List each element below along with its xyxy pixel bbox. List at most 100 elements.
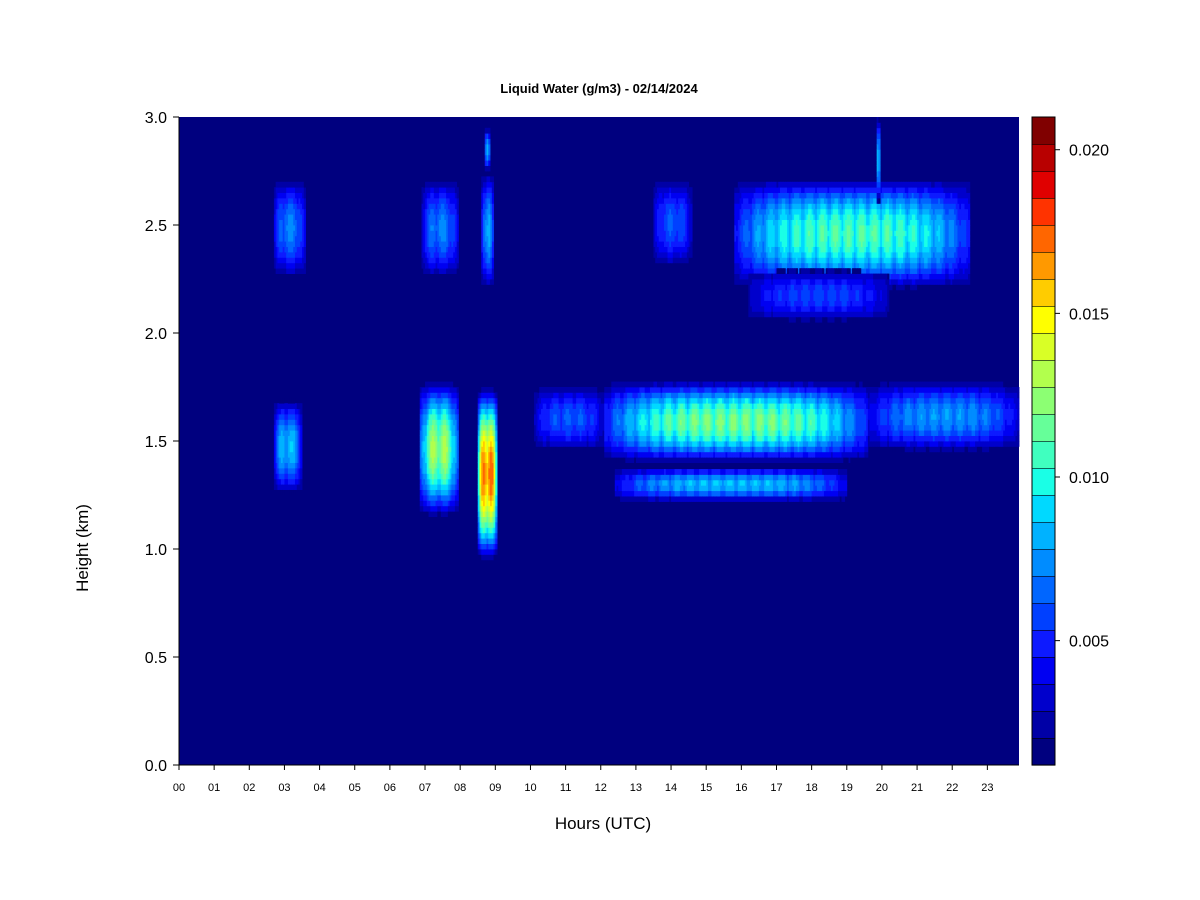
heatmap-cell [966, 208, 969, 215]
heatmap-cell [862, 257, 865, 264]
heatmap-cell [829, 268, 832, 274]
heatmap-cell [804, 257, 807, 264]
heatmap-cell [302, 187, 305, 193]
heatmap-cell [792, 241, 795, 247]
heatmap-cell [797, 241, 800, 247]
heatmap-cell [829, 187, 832, 193]
heatmap-cell [760, 187, 763, 193]
heatmap-cell [811, 246, 814, 253]
heatmap-cell [426, 381, 429, 388]
heatmap-cell [286, 468, 289, 474]
heatmap-cell [839, 225, 842, 231]
heatmap-cell [286, 262, 289, 269]
heatmap-cell [293, 187, 296, 193]
heatmap-cell [846, 214, 849, 220]
heatmap-cell [433, 414, 436, 420]
heatmap-cell [736, 257, 739, 264]
heatmap-cell [845, 192, 848, 199]
heatmap-cell [834, 246, 837, 253]
heatmap-cell [743, 187, 746, 193]
heatmap-cell [857, 246, 860, 253]
heatmap-cell [433, 403, 436, 409]
heatmap-cell [790, 187, 793, 193]
heatmap-cell [922, 198, 925, 204]
heatmap-cell [764, 181, 767, 188]
heatmap-cell [788, 306, 791, 312]
heatmap-cell [679, 214, 682, 220]
heatmap-cell [809, 306, 813, 312]
heatmap-cell [880, 246, 883, 253]
heatmap-cell [860, 181, 863, 188]
heatmap-cell [841, 241, 844, 247]
heatmap-cell [690, 203, 693, 210]
heatmap-cell [806, 246, 809, 253]
heatmap-cell [423, 478, 426, 485]
heatmap-cell [287, 446, 291, 453]
heatmap-cell [280, 262, 284, 269]
heatmap-cell [799, 241, 802, 247]
heatmap-cell [799, 252, 802, 258]
heatmap-cell [426, 187, 429, 193]
heatmap-cell [287, 408, 291, 415]
heatmap-cell [906, 279, 909, 285]
heatmap-cell [660, 198, 663, 204]
heatmap-cell [790, 279, 793, 285]
heatmap-cell [785, 235, 788, 242]
heatmap-cell [895, 252, 899, 258]
heatmap-cell [918, 208, 921, 215]
heatmap-cell [750, 208, 753, 215]
heatmap-cell [797, 262, 800, 269]
heatmap-cell [736, 214, 739, 220]
heatmap-cell [913, 181, 916, 188]
heatmap-cell [823, 246, 827, 253]
heatmap-cell [433, 489, 436, 496]
heatmap-cell [449, 198, 452, 204]
heatmap-cell [430, 441, 433, 447]
heatmap-cell [938, 181, 941, 188]
heatmap-cell [966, 230, 969, 237]
heatmap-cell [430, 262, 433, 269]
heatmap-cell [852, 316, 855, 323]
heatmap-cell [813, 257, 816, 264]
heatmap-cell [850, 198, 853, 204]
plot-area [179, 117, 1020, 765]
heatmap-cell [929, 235, 932, 242]
heatmap-cell [962, 214, 965, 220]
heatmap-cell [818, 300, 821, 307]
heatmap-cell [437, 268, 440, 274]
heatmap-cell [823, 306, 827, 312]
heatmap-cell [846, 279, 849, 285]
heatmap-cell [781, 295, 784, 301]
heatmap-cell [426, 387, 429, 393]
heatmap-cell [421, 387, 424, 393]
heatmap-cell [804, 235, 807, 242]
heatmap-cell [883, 311, 886, 318]
heatmap-cell [296, 408, 299, 415]
heatmap-cell [678, 214, 681, 220]
heatmap-cell [303, 203, 306, 210]
heatmap-cell [484, 192, 487, 199]
heatmap-cell [425, 403, 428, 409]
heatmap-cell [880, 225, 883, 231]
heatmap-cell [665, 198, 668, 204]
heatmap-cell [867, 268, 871, 274]
heatmap-cell [765, 181, 769, 188]
heatmap-cell [293, 235, 296, 242]
heatmap-cell [665, 246, 668, 253]
heatmap-cell [857, 252, 860, 258]
heatmap-cell [762, 268, 765, 274]
heatmap-cell [931, 246, 934, 253]
heatmap-cell [764, 235, 767, 242]
heatmap-cell [291, 484, 294, 490]
heatmap-cell [280, 468, 284, 474]
heatmap-cell [273, 451, 277, 458]
heatmap-cell [425, 387, 428, 393]
heatmap-cell [948, 208, 951, 215]
heatmap-cell [751, 214, 755, 220]
heatmap-cell [451, 187, 454, 193]
heatmap-cell [797, 198, 800, 204]
heatmap-cell [282, 225, 285, 231]
heatmap-cell [846, 252, 849, 258]
heatmap-cell [456, 219, 459, 226]
heatmap-cell [873, 268, 876, 274]
